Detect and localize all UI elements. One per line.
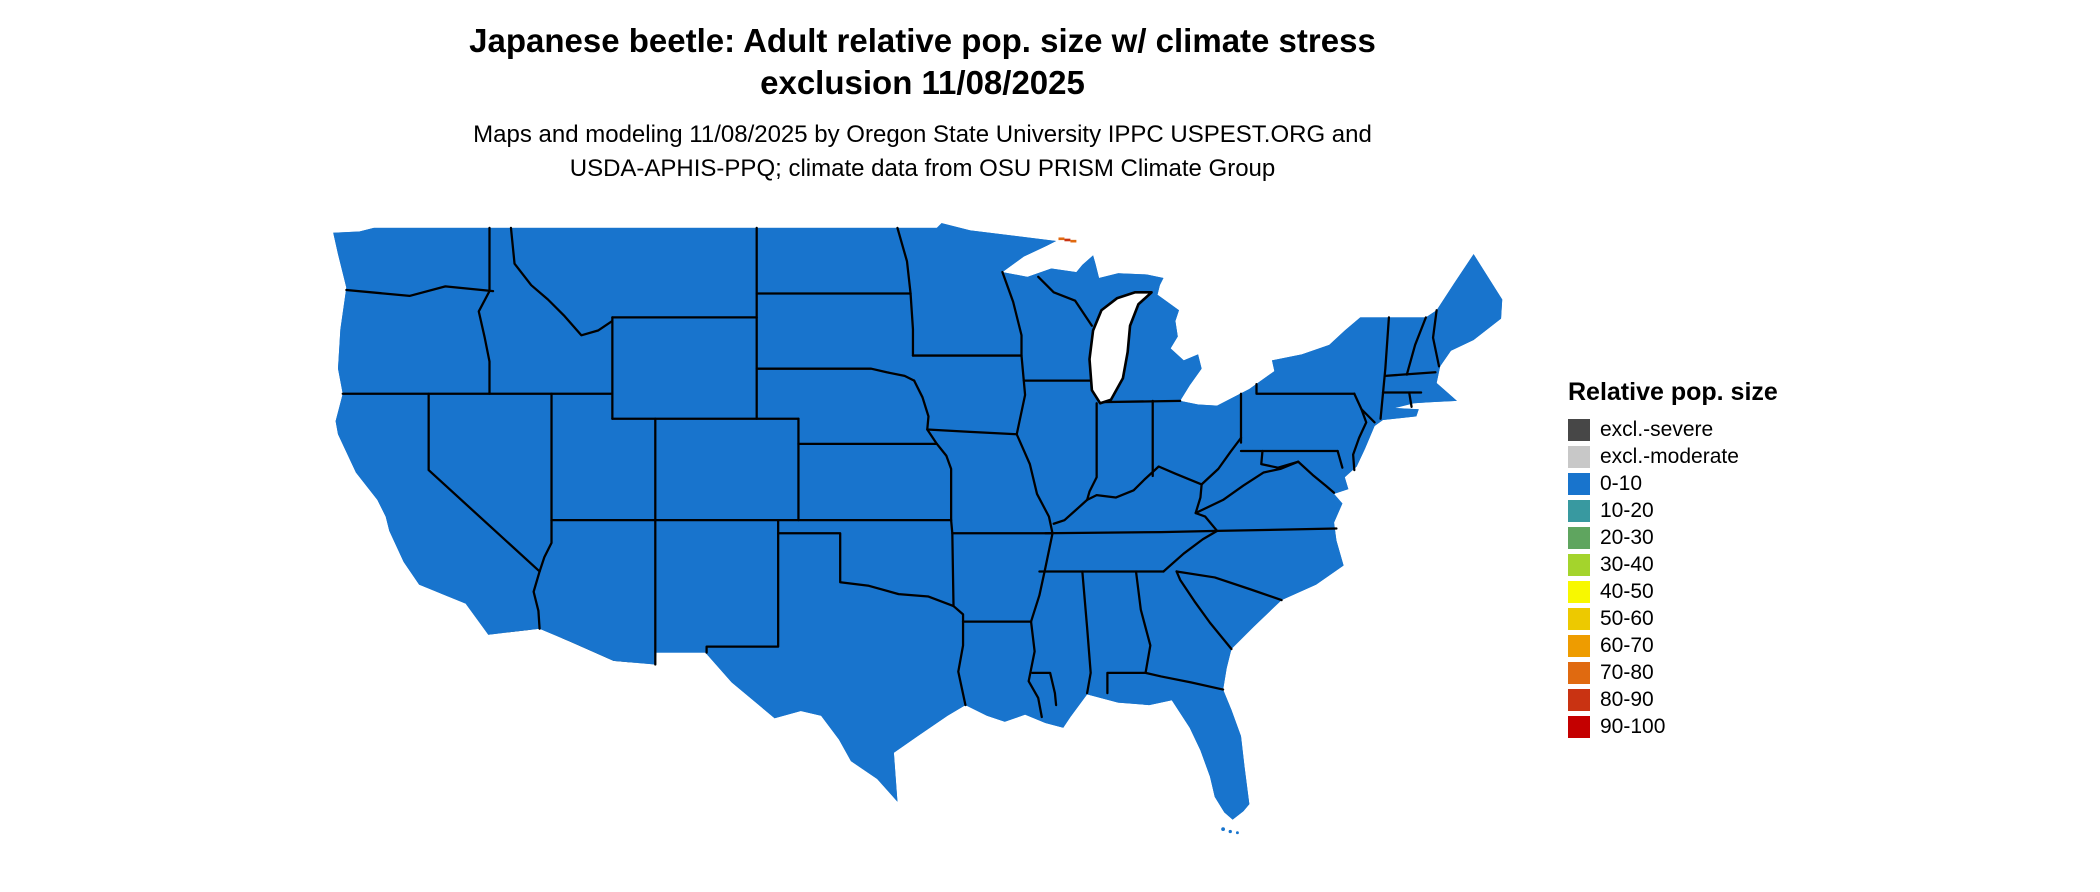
state-border-line [1134, 570, 1152, 674]
state-border-line [1360, 408, 1376, 424]
state-border-line [755, 367, 916, 382]
legend-item: 60-70 [1568, 633, 1828, 658]
state-border-line [1431, 309, 1441, 368]
state-border-line [1255, 383, 1356, 395]
state-border-line [1336, 449, 1344, 469]
legend-label: 30-40 [1600, 552, 1654, 576]
state-border-line [477, 290, 491, 395]
isle-royale-dash [1064, 238, 1071, 242]
state-border-line [1408, 391, 1413, 408]
state-border-line [1260, 449, 1300, 469]
state-borders [341, 226, 1441, 719]
us-map [300, 216, 1545, 884]
legend-label: 20-30 [1600, 525, 1654, 549]
legend-swatch [1568, 688, 1590, 711]
state-border-line [705, 519, 780, 654]
state-border-line [952, 604, 967, 707]
map-title-line-1: Japanese beetle: Adult relative pop. siz… [469, 22, 1376, 59]
florida-keys-dots [1221, 827, 1239, 835]
legend-swatch [1568, 445, 1590, 468]
state-border-line [1175, 570, 1283, 602]
state-border-line [1384, 371, 1437, 377]
legend-item: excl.-moderate [1568, 444, 1828, 469]
map-subtitle: Maps and modeling 11/08/2025 by Oregon S… [0, 118, 1845, 186]
state-border-line [1081, 570, 1092, 695]
lake-michigan [1088, 291, 1153, 405]
legend-label: 0-10 [1600, 471, 1643, 495]
national-outline [331, 221, 1504, 822]
state-border-line [1001, 270, 1054, 719]
state-border-line [1297, 460, 1336, 494]
legend-swatch [1568, 607, 1590, 630]
state-border-line [1216, 527, 1338, 533]
legend-item: 90-100 [1568, 714, 1828, 739]
legend-item: excl.-severe [1568, 417, 1828, 442]
legend-label: excl.-moderate [1600, 444, 1739, 468]
map-header: Japanese beetle: Adult relative pop. siz… [0, 20, 1845, 186]
legend-swatch [1568, 526, 1590, 549]
state-border-line [427, 392, 541, 630]
legend-swatch [1568, 661, 1590, 684]
state-border-line [509, 226, 614, 337]
legend-items: excl.-severe excl.-moderate 0-10 10-20 20-30… [1568, 417, 1828, 739]
legend-item: 0-10 [1568, 471, 1828, 496]
state-border-line [1351, 392, 1368, 472]
legend-swatch [1568, 499, 1590, 522]
map-title-line-2: exclusion 11/08/2025 [760, 64, 1085, 101]
state-border-line [1194, 460, 1300, 515]
map-subtitle-line-2: USDA-APHIS-PPQ; climate data from OSU PR… [569, 155, 1276, 182]
keys-dot [1228, 829, 1232, 834]
legend-item: 40-50 [1568, 579, 1828, 604]
legend-item: 70-80 [1568, 660, 1828, 685]
isle-royale-dash [1070, 239, 1077, 243]
state-border-line [1052, 436, 1243, 525]
keys-dot [1221, 827, 1226, 832]
legend-label: 80-90 [1600, 687, 1654, 711]
us-map-svg [331, 221, 1504, 835]
legend-swatch [1568, 472, 1590, 495]
state-border-line [1031, 671, 1058, 707]
legend-item: 50-60 [1568, 606, 1828, 631]
map-subtitle-line-1: Maps and modeling 11/08/2025 by Oregon S… [473, 121, 1372, 148]
legend-label: 10-20 [1600, 498, 1654, 522]
state-border-line [1044, 529, 1219, 535]
legend-label: 40-50 [1600, 579, 1654, 603]
legend-swatch [1568, 634, 1590, 657]
legend-item: 10-20 [1568, 498, 1828, 523]
legend-swatch [1568, 715, 1590, 738]
legend-label: 60-70 [1600, 633, 1654, 657]
legend-item: 80-90 [1568, 687, 1828, 712]
isle-royale-marks [1058, 237, 1077, 243]
state-border-line [1037, 275, 1094, 327]
map-legend: Relative pop. size excl.-severe excl.-mod… [1568, 378, 1828, 741]
state-border-line [1106, 671, 1225, 695]
legend-item: 30-40 [1568, 552, 1828, 577]
keys-dot [1235, 831, 1239, 835]
legend-label: 50-60 [1600, 606, 1654, 630]
state-border-line [913, 379, 953, 522]
state-border-line [777, 532, 955, 608]
legend-label: excl.-severe [1600, 417, 1714, 441]
state-border-line [1379, 316, 1391, 420]
exclusion-moderate-zone [760, 718, 781, 737]
legend-swatch [1568, 553, 1590, 576]
state-border-line [345, 285, 495, 298]
legend-title: Relative pop. size [1568, 378, 1778, 406]
state-border-line [1100, 399, 1182, 404]
state-border-line [896, 226, 915, 357]
state-border-line [1175, 570, 1233, 651]
legend-label: 90-100 [1600, 714, 1666, 738]
state-border-line [1162, 529, 1219, 573]
state-border-line [1085, 402, 1098, 502]
legend-label: 70-80 [1600, 660, 1654, 684]
state-border-line [1405, 316, 1428, 376]
state-border-line [538, 519, 553, 573]
isle-royale-dash [1058, 237, 1065, 241]
legend-swatch [1568, 580, 1590, 603]
legend-swatch [1568, 418, 1590, 441]
legend-item: 20-30 [1568, 525, 1828, 550]
state-border-line [926, 428, 1018, 436]
